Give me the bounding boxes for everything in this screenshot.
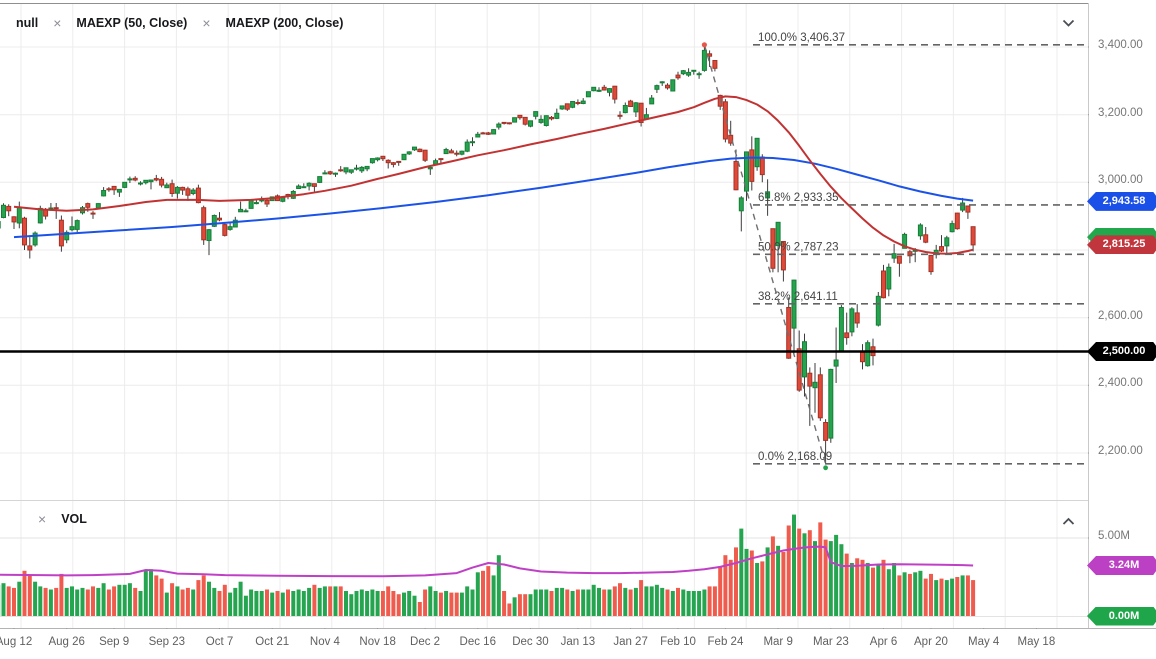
- time-axis-label: Apr 20: [914, 636, 948, 648]
- price-axis-label: 2,400.00: [1098, 377, 1143, 390]
- svg-text:50.0% 2,787.23: 50.0% 2,787.23: [758, 241, 839, 253]
- volume-ma-tag: 3.24M: [1087, 555, 1156, 575]
- price-axis-label: 3,000.00: [1098, 174, 1143, 187]
- time-axis-label: Feb 10: [660, 636, 696, 648]
- price-axis-label: 2,200.00: [1098, 444, 1143, 457]
- last-price-tag: 2,815.25: [1087, 235, 1156, 255]
- time-axis-label: May 18: [1017, 636, 1056, 648]
- ma200-price-tag: 2,943.58: [1087, 191, 1156, 211]
- svg-text:0.0% 2,168.09: 0.0% 2,168.09: [758, 451, 832, 463]
- fib-anchor-low: [823, 465, 828, 471]
- time-axis-label: Jan 27: [613, 636, 648, 648]
- volume-legend: × VOL: [38, 512, 87, 526]
- close-icon[interactable]: ×: [202, 15, 211, 31]
- volume-ma-line: [0, 545, 974, 578]
- legend-maexp50[interactable]: MAEXP (50, Close): [76, 16, 188, 30]
- volume-bars: [0, 514, 976, 616]
- maexp50-line: [13, 95, 974, 255]
- volume-base-tag: 0.00M: [1087, 606, 1156, 626]
- time-axis-label: Apr 6: [869, 636, 898, 648]
- grid-lines: [0, 3, 1088, 628]
- time-axis-label: Dec 2: [410, 636, 441, 648]
- close-icon[interactable]: ×: [38, 511, 47, 527]
- hline-price-tag: 2,500.00: [1087, 341, 1156, 361]
- candles: [0, 45, 976, 464]
- close-icon[interactable]: ×: [53, 15, 62, 31]
- price-axis[interactable]: 3,400.00 3,200.00 3,000.00 2,600.00 2,400.00…: [1089, 3, 1156, 628]
- time-axis-label: Oct 21: [255, 636, 290, 648]
- time-axis-label: Mar 9: [763, 636, 793, 648]
- price-axis-label: 2,600.00: [1098, 309, 1143, 322]
- volume-axis-label: 5.00M: [1098, 530, 1130, 542]
- fib-anchor-high: [701, 42, 708, 48]
- fibonacci-retracement[interactable]: 100.0% 3,406.37 61.8% 2,933.35 50.0% 2,787…: [701, 32, 1088, 471]
- time-axis-label: Dec 16: [459, 636, 496, 648]
- chevron-down-icon: [1062, 19, 1074, 27]
- collapse-pane-button[interactable]: [1059, 15, 1077, 31]
- price-axis-label: 3,400.00: [1098, 39, 1143, 51]
- svg-text:61.8% 2,933.35: 61.8% 2,933.35: [758, 192, 839, 204]
- panel-borders: [0, 3, 1156, 632]
- time-axis-label: Nov 18: [359, 636, 396, 648]
- legend-vol[interactable]: VOL: [61, 512, 87, 526]
- main-legend: null × MAEXP (50, Close) × MAEXP (200, C…: [16, 16, 343, 30]
- time-axis-label: Feb 24: [707, 636, 744, 648]
- time-axis-label: Sep 23: [148, 636, 186, 648]
- time-axis-label: Nov 4: [309, 636, 340, 648]
- time-axis[interactable]: Aug 12 Aug 26 Sep 9 Sep 23 Oct 7 Oct 21 Nov 4 N…: [0, 629, 1156, 659]
- expand-pane-button[interactable]: [1059, 513, 1077, 529]
- svg-text:100.0% 3,406.37: 100.0% 3,406.37: [758, 32, 845, 44]
- time-axis-label: Oct 7: [205, 636, 234, 648]
- maexp200-line: [13, 156, 974, 239]
- legend-maexp200[interactable]: MAEXP (200, Close): [225, 16, 344, 30]
- time-axis-label: Mar 23: [812, 636, 849, 648]
- time-axis-label: May 4: [968, 636, 1000, 648]
- time-axis-label: Dec 30: [512, 636, 549, 648]
- legend-symbol-name[interactable]: null: [16, 16, 39, 30]
- time-axis-label: Sep 9: [99, 636, 130, 648]
- svg-text:38.2% 2,641.11: 38.2% 2,641.11: [758, 291, 838, 303]
- time-axis-label: Jan 13: [560, 636, 596, 648]
- time-axis-label: Aug 12: [0, 636, 33, 648]
- price-axis-label: 3,200.00: [1098, 106, 1143, 119]
- chevron-up-icon: [1062, 517, 1074, 525]
- time-axis-label: Aug 26: [48, 636, 85, 648]
